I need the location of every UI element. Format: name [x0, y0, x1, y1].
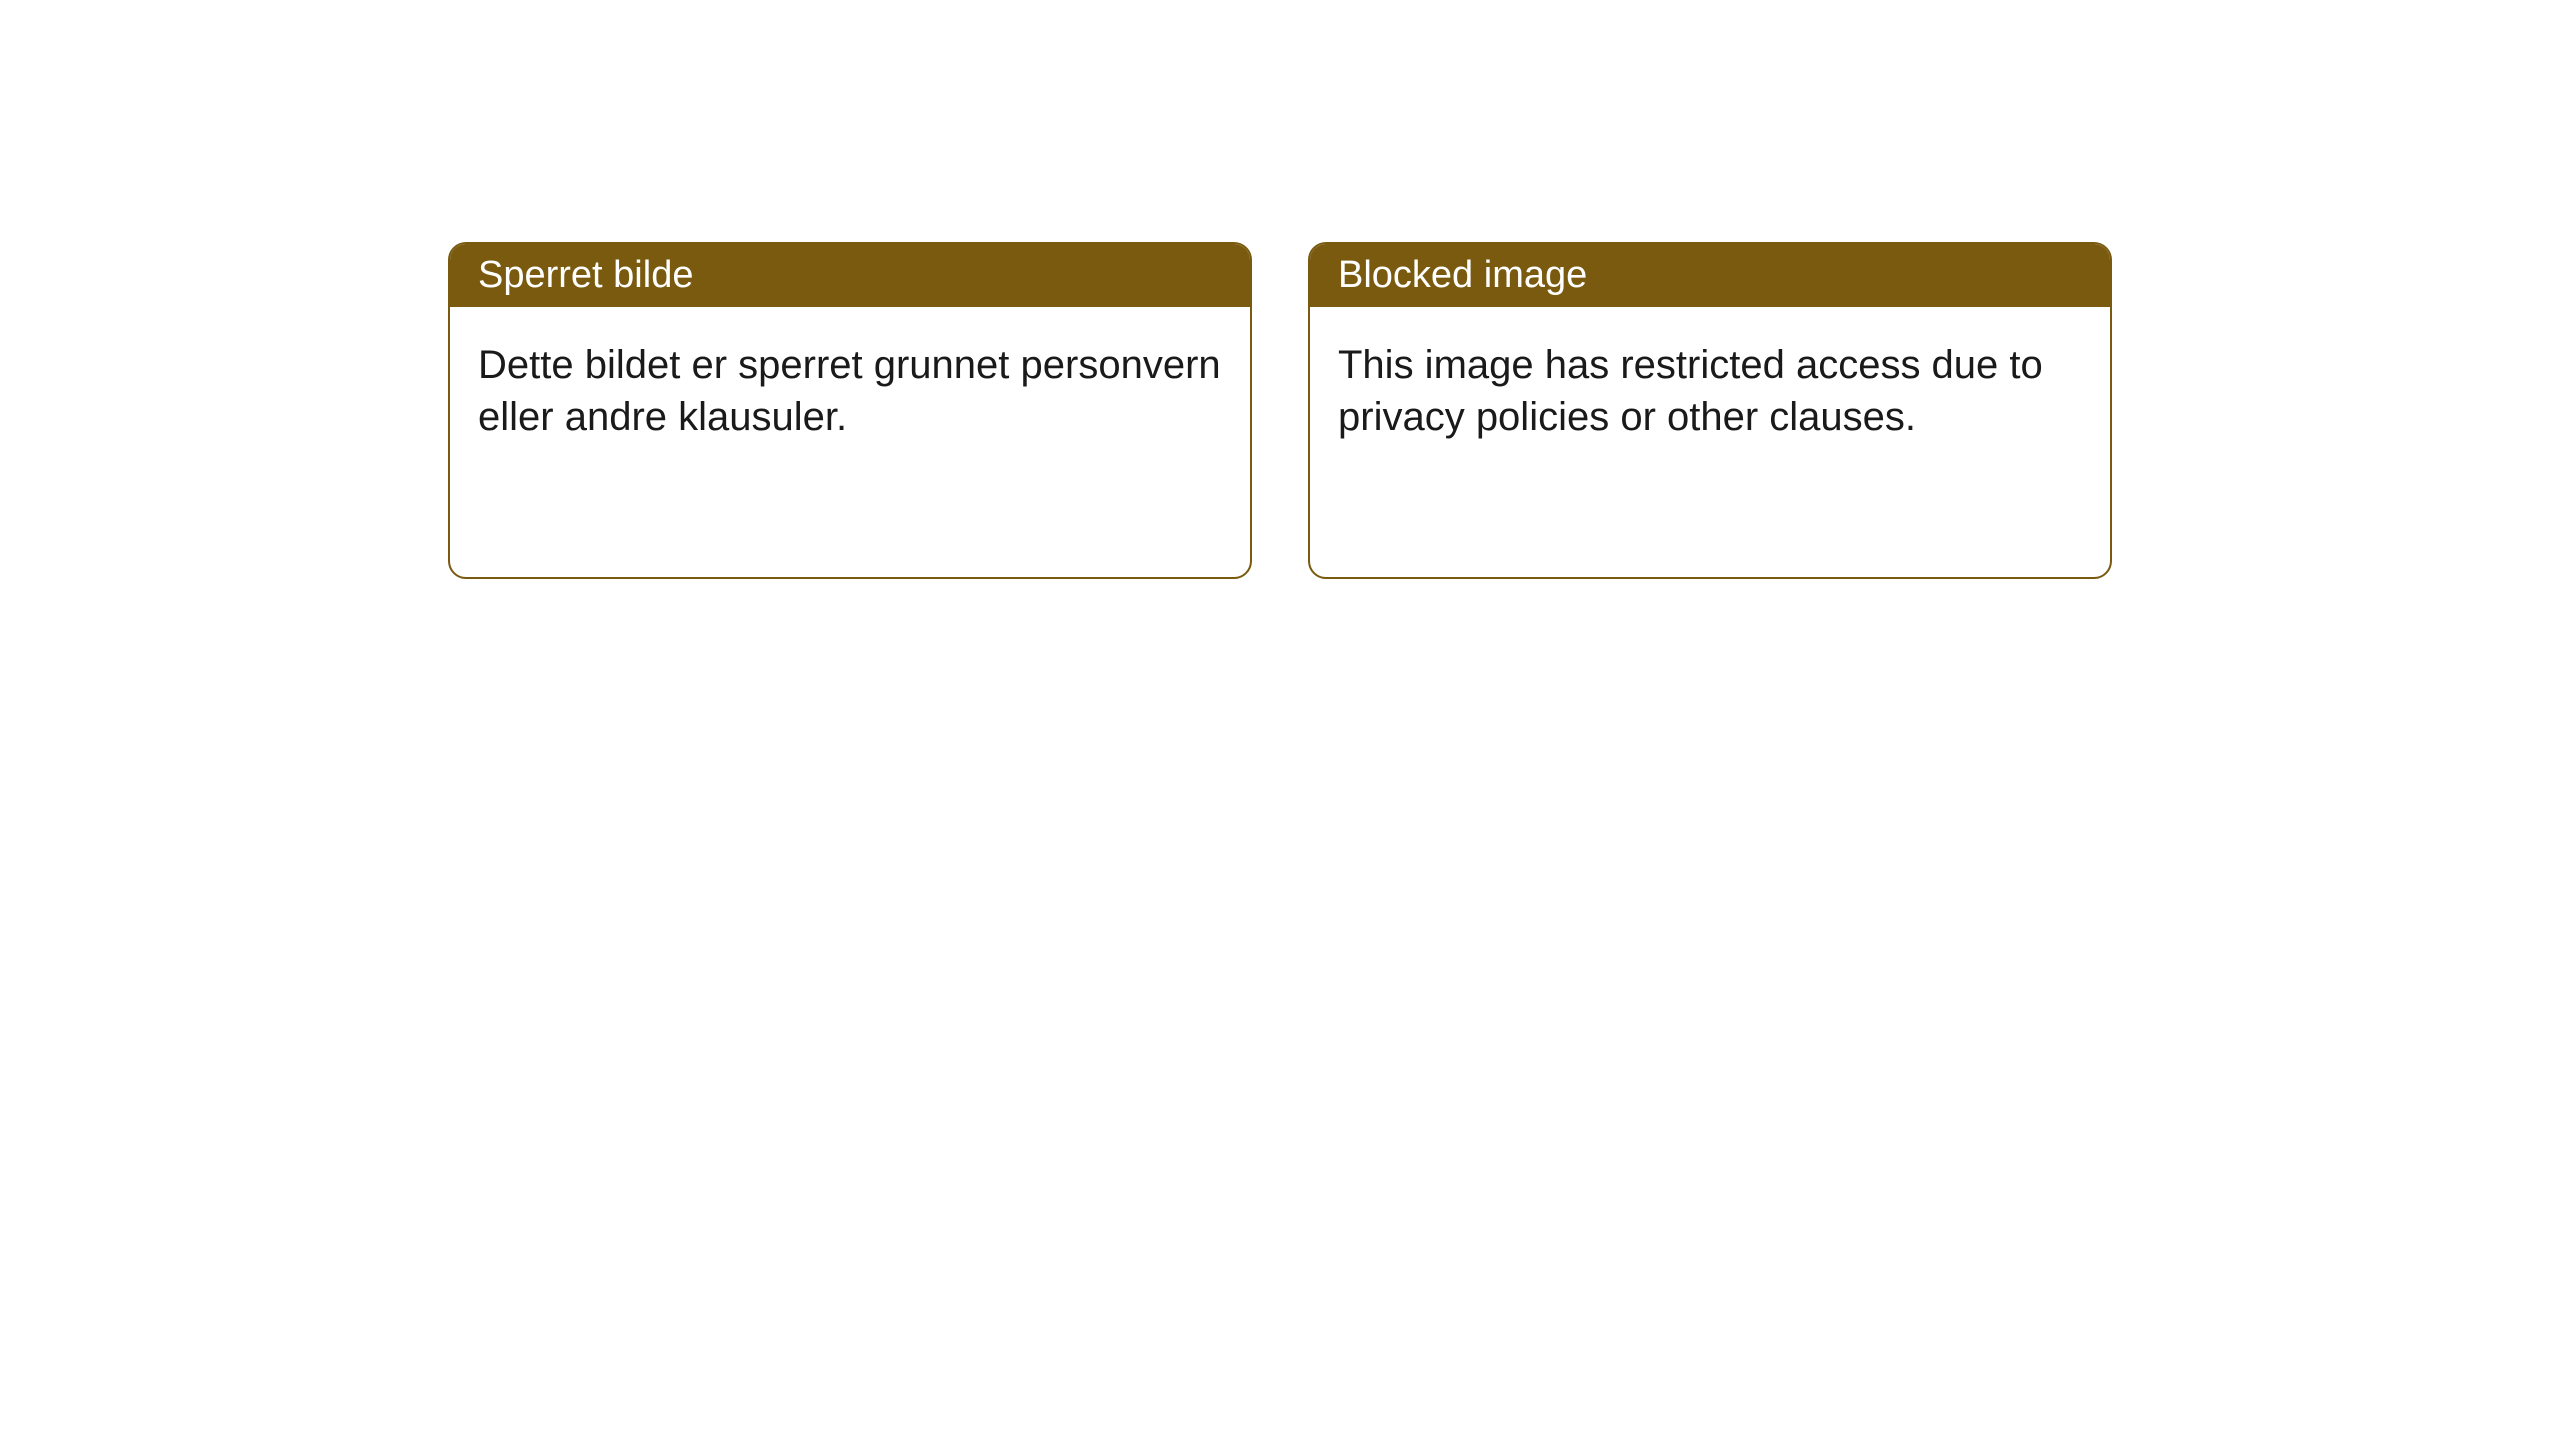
notice-card-english: Blocked image This image has restricted …: [1308, 242, 2112, 579]
notice-card-norwegian: Sperret bilde Dette bildet er sperret gr…: [448, 242, 1252, 579]
notice-container: Sperret bilde Dette bildet er sperret gr…: [0, 0, 2560, 579]
notice-header: Blocked image: [1310, 244, 2110, 307]
notice-body: This image has restricted access due to …: [1310, 307, 2110, 577]
notice-body: Dette bildet er sperret grunnet personve…: [450, 307, 1250, 577]
notice-header: Sperret bilde: [450, 244, 1250, 307]
